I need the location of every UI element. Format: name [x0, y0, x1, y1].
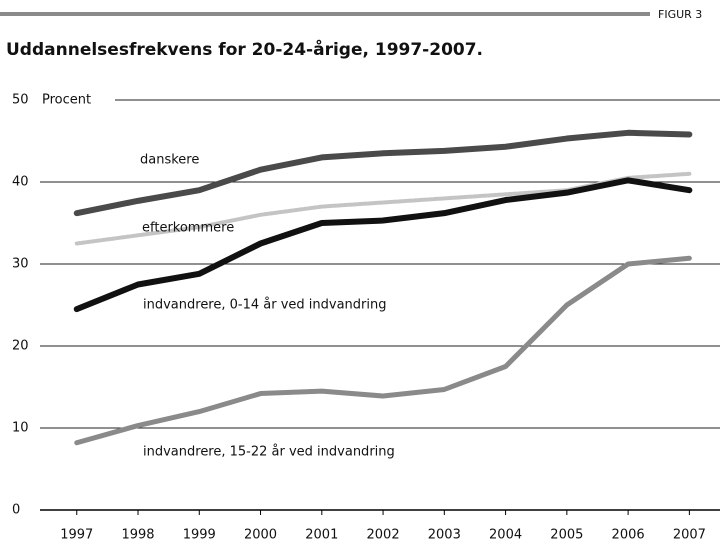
y-tick-label: 50	[12, 93, 29, 108]
y-tick-label: 20	[12, 339, 29, 354]
y-tick-label: 30	[12, 257, 29, 272]
y-tick-label: 40	[12, 175, 29, 190]
y-axis-label: Procent	[42, 93, 91, 108]
x-tick-label: 2000	[244, 528, 277, 543]
x-tick-label: 1998	[121, 528, 154, 543]
x-tick-label: 2001	[305, 528, 338, 543]
series-label: efterkommere	[142, 221, 234, 236]
x-tick-label: 2005	[550, 528, 583, 543]
x-tick-label: 1999	[183, 528, 216, 543]
series-label: indvandrere, 0-14 år ved indvandring	[143, 298, 387, 313]
y-tick-label: 10	[12, 421, 29, 436]
series-line	[73, 129, 693, 217]
x-tick-label: 2002	[367, 528, 400, 543]
x-tick-label: 1997	[60, 528, 93, 543]
x-tick-label: 2004	[489, 528, 522, 543]
chart-title: Uddannelsesfrekvens for 20-24-årige, 199…	[6, 38, 483, 60]
series-label: indvandrere, 15-22 år ved indvandring	[143, 445, 395, 460]
x-tick-label: 2007	[673, 528, 706, 543]
series-line	[73, 177, 693, 313]
y-tick-label: 0	[12, 503, 20, 518]
figure-label: FIGUR 3	[658, 8, 702, 21]
x-tick-label: 2006	[612, 528, 645, 543]
series-line	[74, 255, 692, 446]
x-tick-label: 2003	[428, 528, 461, 543]
banner-rule	[0, 12, 650, 16]
series-label: danskere	[140, 153, 199, 168]
